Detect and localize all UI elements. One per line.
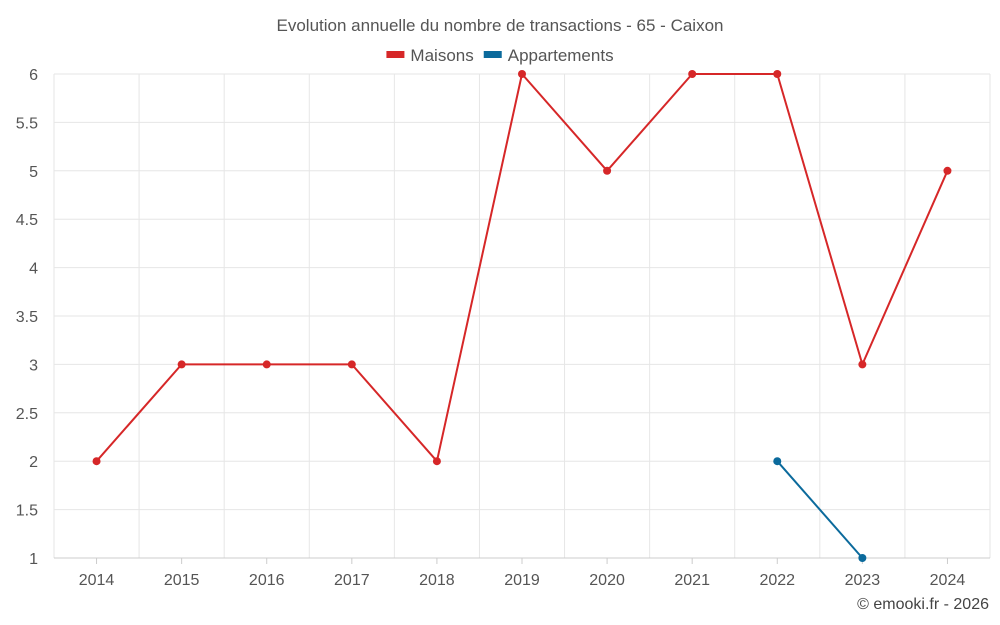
data-point-maisons (432, 457, 441, 466)
x-tick-label: 2022 (759, 572, 795, 589)
x-tick-label: 2023 (845, 572, 881, 589)
data-point-maisons (943, 166, 952, 175)
y-tick-label: 3 (29, 357, 38, 374)
y-tick-label: 4 (29, 261, 38, 278)
x-tick-label: 2018 (419, 572, 455, 589)
series-line-appartements (776, 460, 864, 559)
x-tick-label: 2019 (504, 572, 540, 589)
legend-swatch-maisons (386, 51, 405, 58)
y-tick-label: 2.5 (16, 406, 38, 423)
x-tick-label: 2014 (79, 572, 115, 589)
legend-label-maisons: Maisons (410, 46, 473, 65)
data-point-maisons (92, 457, 101, 466)
data-point-maisons (262, 360, 271, 369)
legend-item-maisons: Maisons (386, 46, 474, 65)
axes: 1 1.5 2 2.5 3 3.5 4 4.5 5 5.5 6 2014 2015 2016 2017 201… (16, 67, 990, 589)
series-appartements (773, 457, 867, 562)
y-tick-label: 5 (29, 164, 38, 181)
x-tick-label: 2016 (249, 572, 285, 589)
legend-item-appartements: Appartements (483, 46, 614, 65)
y-tick-label: 5.5 (16, 115, 38, 132)
y-tick-label: 4.5 (16, 212, 38, 229)
data-point-appartements (858, 554, 867, 562)
x-tick-label: 2021 (674, 572, 710, 589)
data-point-maisons (177, 360, 186, 369)
chart-legend: Maisons Appartements (386, 46, 614, 65)
y-tick-label: 3.5 (16, 309, 38, 326)
chart-title: Evolution annuelle du nombre de transact… (277, 16, 724, 35)
data-point-appartements (773, 457, 782, 466)
data-point-maisons (858, 360, 867, 369)
legend-swatch-appartements (483, 51, 502, 58)
series-layer (92, 70, 952, 562)
data-point-maisons (773, 70, 782, 78)
x-tick-label: 2024 (930, 572, 966, 589)
legend-label-appartements: Appartements (508, 46, 614, 65)
x-tick-label: 2017 (334, 572, 370, 589)
data-point-maisons (518, 70, 526, 78)
data-point-maisons (603, 166, 612, 175)
series-maisons (92, 70, 952, 466)
y-tick-label: 2 (29, 454, 38, 471)
x-tick-label: 2020 (589, 572, 625, 589)
y-tick-label: 6 (29, 67, 38, 84)
chart-credit: © emooki.fr - 2026 (857, 596, 989, 613)
x-tick-label: 2015 (164, 572, 200, 589)
data-point-maisons (688, 70, 697, 78)
y-tick-label: 1.5 (16, 503, 38, 520)
data-point-maisons (347, 360, 356, 369)
y-tick-label: 1 (29, 551, 38, 568)
grid (53, 73, 991, 559)
